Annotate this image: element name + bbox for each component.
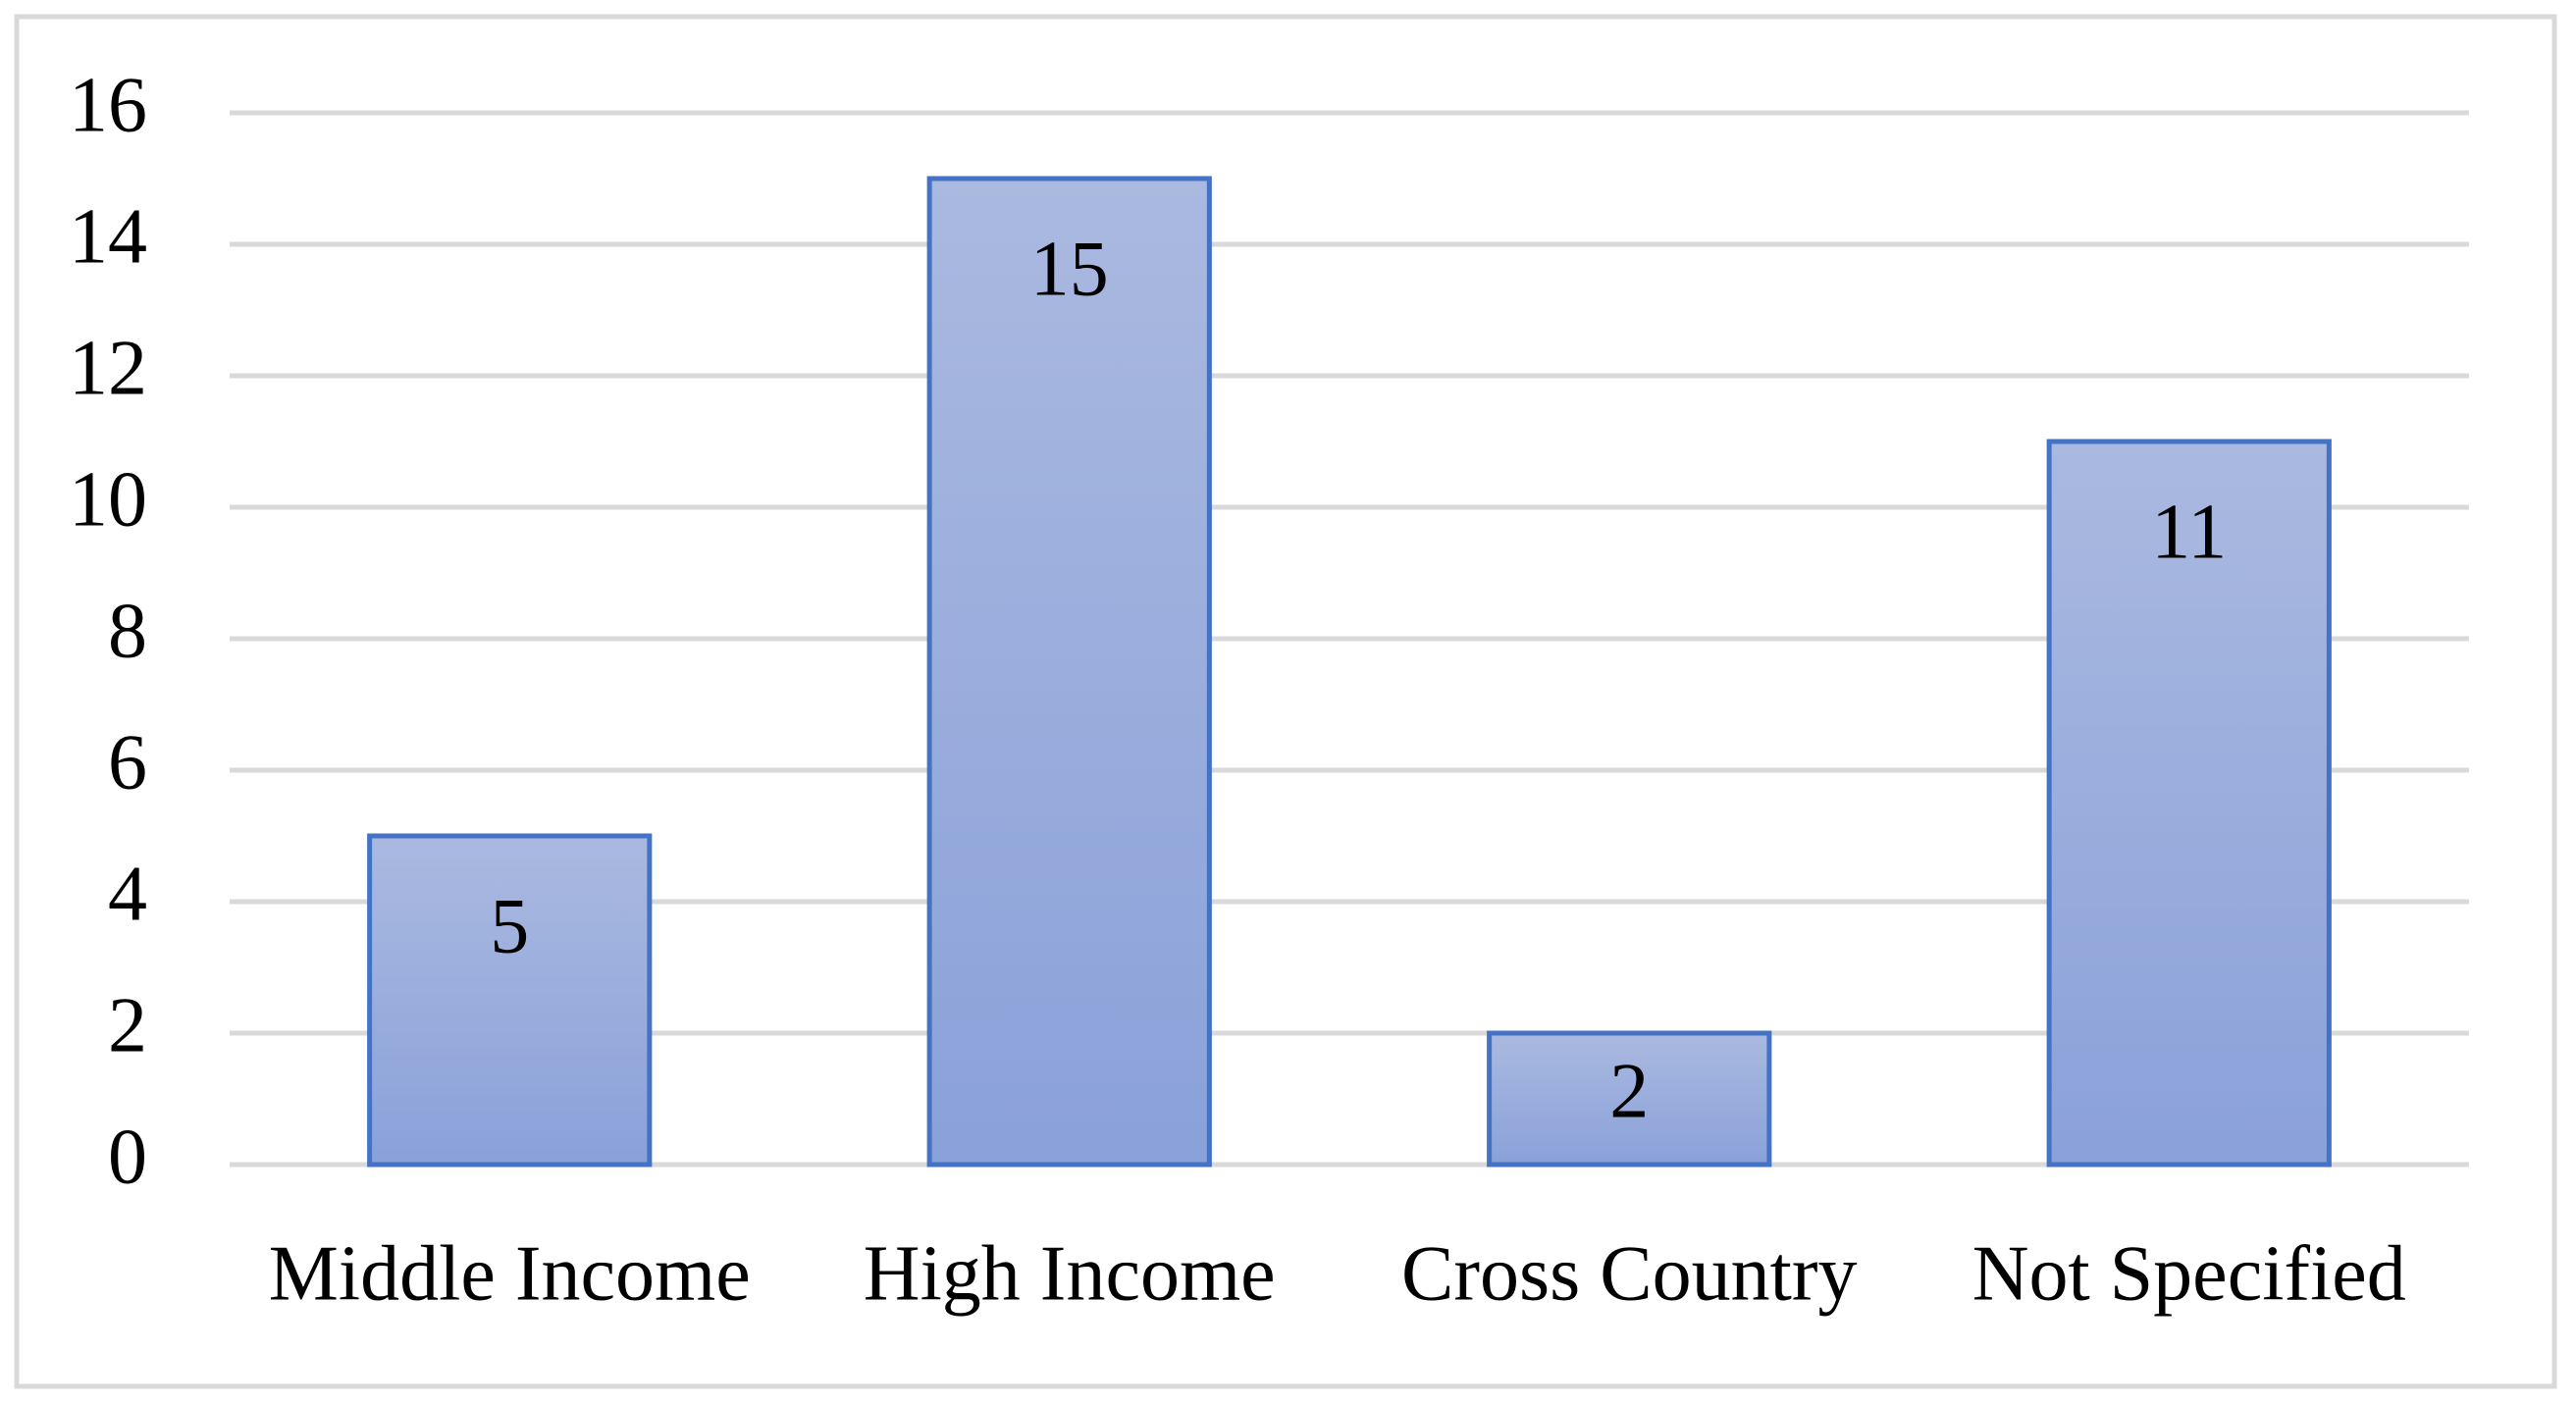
bar [926,176,1212,1168]
y-tick-label: 4 [108,851,147,937]
y-tick-label: 2 [108,982,147,1068]
data-label: 11 [2151,489,2227,575]
y-tick-label: 0 [108,1114,147,1200]
data-label: 15 [1030,226,1109,312]
y-tick-label: 6 [108,719,147,805]
x-tick-label: Middle Income [269,1230,751,1317]
x-tick-label: Cross Country [1401,1230,1858,1317]
x-tick-label: High Income [864,1230,1276,1317]
data-label: 5 [490,883,529,969]
x-tick-label: Not Specified [1972,1230,2406,1317]
y-tick-label: 8 [108,588,147,674]
y-tick-label: 10 [69,456,147,543]
data-label: 2 [1609,1048,1649,1134]
bar [367,833,653,1168]
y-tick-label: 16 [69,62,147,148]
bar [1487,1030,1772,1168]
bar [2046,439,2332,1168]
y-tick-label: 12 [69,325,147,411]
y-tick-label: 14 [69,193,147,280]
